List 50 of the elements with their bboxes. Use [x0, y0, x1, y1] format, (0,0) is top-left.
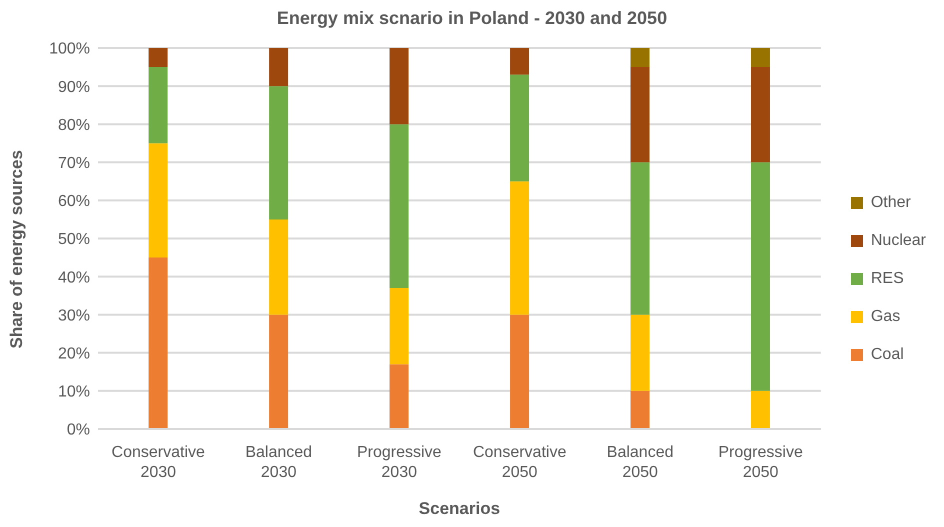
bar	[269, 48, 288, 86]
y-tick-label: 50%	[58, 231, 90, 248]
y-tick-label: 40%	[58, 269, 90, 286]
bar	[510, 314, 530, 429]
y-tick-label: 90%	[58, 78, 90, 96]
bar	[269, 219, 288, 315]
bar	[510, 74, 530, 182]
bar	[750, 390, 770, 429]
bar	[148, 67, 168, 144]
bar	[148, 143, 168, 258]
bar	[390, 288, 409, 364]
bar	[269, 86, 288, 220]
legend-label: Other	[870, 194, 911, 212]
bar	[510, 48, 530, 75]
y-tick-label: 10%	[58, 384, 90, 401]
x-tick-label: Progressive 2030	[356, 444, 442, 481]
y-tick-label: 20%	[58, 345, 90, 362]
x-tick-label: Conservative 2030	[112, 444, 206, 481]
bar	[750, 48, 770, 68]
bar	[630, 390, 650, 429]
legend-label: Coal	[870, 346, 904, 364]
bar	[750, 162, 770, 391]
y-tick-label: 80%	[58, 116, 90, 134]
x-tick-label: Balanced 2050	[606, 444, 674, 481]
bar	[510, 181, 530, 315]
legend-label: RES	[870, 270, 904, 288]
legend-label: Gas	[870, 308, 900, 326]
bar	[630, 48, 650, 68]
chart-title: Energy mix scnario in Poland - 2030 and 2050	[276, 8, 668, 30]
bar	[148, 48, 168, 68]
bar	[630, 67, 650, 162]
legend-label: Nuclear	[870, 232, 926, 250]
y-tick-label: 0%	[66, 422, 90, 439]
bar	[390, 364, 409, 429]
bar	[269, 314, 288, 429]
x-axis-title: Scenarios	[418, 499, 500, 518]
bar	[148, 258, 168, 429]
x-tick-label: Conservative 2050	[472, 444, 566, 481]
bar	[630, 314, 650, 391]
y-axis-title: Share of energy sources	[7, 150, 26, 348]
y-tick-label: 100%	[49, 40, 90, 58]
x-tick-label: Balanced 2030	[245, 444, 312, 481]
bar	[630, 162, 650, 315]
y-tick-label: 60%	[58, 193, 90, 210]
x-tick-label: Progressive 2050	[718, 444, 803, 481]
y-tick-label: 30%	[58, 307, 90, 324]
bar	[390, 48, 409, 124]
y-tick-label: 70%	[58, 154, 90, 172]
bar	[390, 124, 409, 288]
bar	[750, 67, 770, 162]
